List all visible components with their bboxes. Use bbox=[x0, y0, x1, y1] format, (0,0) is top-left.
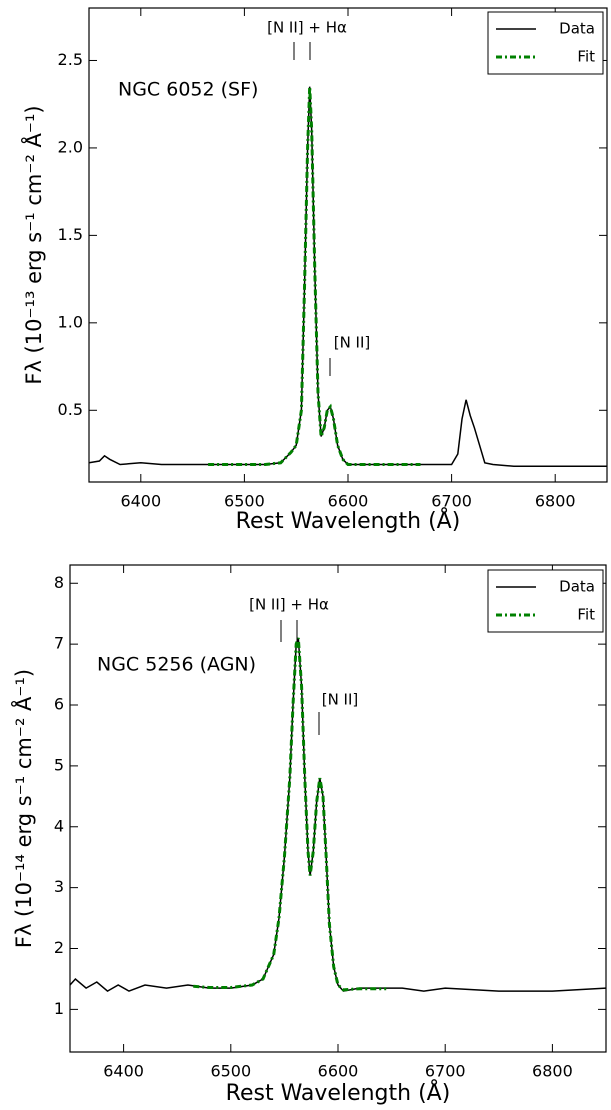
x-axis-label: Rest Wavelength (Å) bbox=[226, 1079, 451, 1106]
y-tick-label: 1.5 bbox=[58, 225, 83, 244]
plot-frame bbox=[69, 564, 607, 1053]
y-tick-label: 5 bbox=[54, 755, 64, 774]
legend-label: Fit bbox=[577, 48, 595, 66]
x-tick-label: 6700 bbox=[425, 1062, 466, 1081]
series-line bbox=[208, 86, 421, 466]
x-tick-label: 6400 bbox=[120, 492, 161, 511]
annotation: NGC 5256 (AGN) bbox=[97, 654, 256, 676]
legend-box bbox=[487, 569, 604, 633]
legend-label: Data bbox=[559, 20, 595, 38]
y-tick-label: 7 bbox=[54, 634, 64, 653]
y-tick-label: 1.0 bbox=[58, 312, 83, 331]
y-tick-label: 2.0 bbox=[58, 137, 83, 156]
y-tick-label: 2.5 bbox=[58, 50, 83, 69]
x-tick-label: 6500 bbox=[210, 1062, 251, 1081]
x-tick-label: 6400 bbox=[103, 1062, 144, 1081]
annotation: [N II] bbox=[322, 691, 359, 709]
x-tick-label: 6500 bbox=[224, 492, 265, 511]
y-tick-label: 6 bbox=[54, 695, 64, 714]
annotation: [N II] + Hα bbox=[267, 19, 347, 37]
x-axis-label: Rest Wavelength (Å) bbox=[236, 507, 461, 534]
y-tick-label: 3 bbox=[54, 877, 64, 896]
y-axis-label: Fλ (10⁻¹⁴ erg s⁻¹ cm⁻² Å⁻¹) bbox=[10, 669, 36, 948]
x-tick-label: 6600 bbox=[328, 492, 369, 511]
x-tick-label: 6600 bbox=[318, 1062, 359, 1081]
y-tick-label: 2 bbox=[54, 938, 64, 957]
x-tick-label: 6800 bbox=[532, 1062, 573, 1081]
legend-label: Data bbox=[559, 578, 595, 596]
series-line bbox=[70, 637, 606, 993]
plot-frame bbox=[88, 7, 608, 483]
series-line bbox=[193, 637, 387, 992]
annotation: [N II] bbox=[334, 334, 371, 352]
y-tick-label: 8 bbox=[54, 573, 64, 592]
legend-box bbox=[487, 11, 604, 75]
x-tick-label: 6800 bbox=[535, 492, 576, 511]
y-tick-label: 0.5 bbox=[58, 400, 83, 419]
x-tick-label: 6700 bbox=[431, 492, 472, 511]
series-line bbox=[89, 86, 607, 468]
annotation: [N II] + Hα bbox=[249, 596, 329, 614]
annotation: NGC 6052 (SF) bbox=[118, 79, 258, 101]
y-tick-label: 4 bbox=[54, 816, 64, 835]
y-axis-label: Fλ (10⁻¹³ erg s⁻¹ cm⁻² Å⁻¹) bbox=[20, 105, 46, 384]
legend-label: Fit bbox=[577, 606, 595, 624]
y-tick-label: 1 bbox=[54, 999, 64, 1018]
